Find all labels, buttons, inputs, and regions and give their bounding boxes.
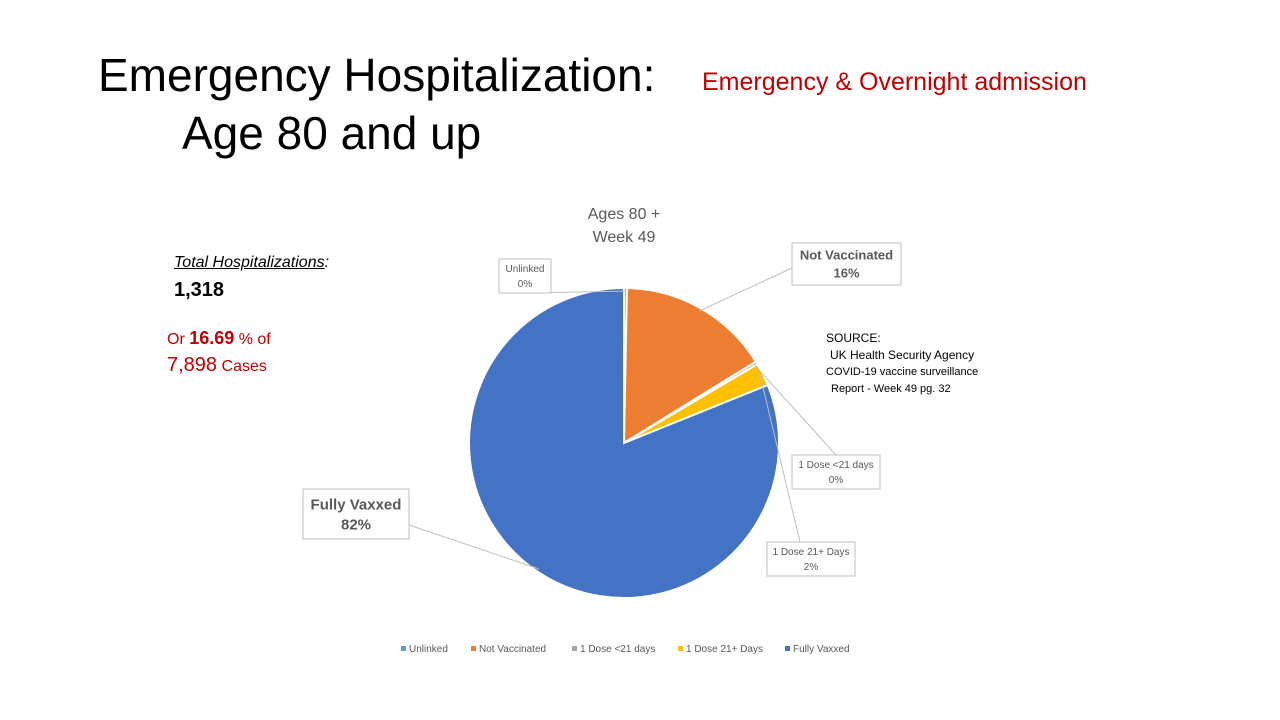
pct-value: 16.69 — [189, 328, 235, 348]
legend-label-unlinked: Unlinked — [409, 644, 448, 655]
legend-swatch-fully-vaxxed — [785, 646, 790, 651]
data-label-pct-not-vaccinated: 16% — [833, 266, 859, 281]
chart-title: Ages 80 + — [588, 206, 661, 223]
source-line3: COVID-19 vaccine surveillance — [826, 366, 979, 378]
pct-suffix: % of — [234, 331, 271, 348]
data-label-1-dose-21-days: 1 Dose <21 days — [798, 460, 873, 471]
data-label-box-1-dose-21-days — [766, 541, 856, 577]
leader-line-1-dose-21-days — [759, 375, 801, 543]
data-label-box-1-dose-21-days — [791, 454, 881, 490]
data-label-box-fully-vaxxed — [302, 488, 410, 540]
page-subtitle: Emergency & Overnight admission — [702, 68, 1087, 96]
legend-swatch-not-vaccinated — [471, 646, 476, 651]
data-label-box-not-vaccinated — [791, 242, 902, 286]
data-label-box-unlinked — [498, 258, 552, 294]
cases-count: 7,898 Cases — [167, 354, 267, 377]
total-hospitalizations-label: Total Hospitalizations: — [174, 254, 329, 272]
data-label-pct-1-dose-21-days: 0% — [829, 475, 844, 486]
leader-line-1-dose-21-days — [753, 364, 837, 456]
pie-slice-not-vaccinated — [622, 287, 758, 445]
page-title-line1: Emergency Hospitalization: — [98, 49, 656, 101]
legend-label-1-dose-21-days: 1 Dose 21+ Days — [686, 644, 763, 655]
legend-label-1-dose-21-days: 1 Dose <21 days — [580, 644, 655, 655]
data-label-fully-vaxxed: Fully Vaxxed — [311, 496, 402, 513]
cases-suffix: Cases — [217, 358, 267, 375]
legend-swatch-unlinked — [401, 646, 406, 651]
legend-swatch-1-dose-21-days — [678, 646, 683, 651]
chart-subtitle: Week 49 — [593, 229, 656, 246]
leader-line-not-vaccinated — [699, 267, 793, 312]
pie-slice-fully-vaxxed — [468, 286, 780, 599]
data-label-pct-fully-vaxxed: 82% — [341, 516, 371, 533]
total-hospitalizations-value: 1,318 — [174, 279, 225, 301]
total-label-text: Total Hospitalizations — [174, 254, 325, 271]
legend-label-fully-vaxxed: Fully Vaxxed — [793, 644, 850, 655]
legend-swatch-1-dose-21-days — [572, 646, 577, 651]
source-note: SOURCE: UK Health Security Agency COVID-… — [826, 330, 978, 398]
total-label-colon: : — [324, 254, 330, 271]
data-label-pct-unlinked: 0% — [518, 279, 533, 290]
page-title-line2: Age 80 and up — [182, 107, 482, 159]
cases-value: 7,898 — [167, 354, 218, 376]
data-label-unlinked: Unlinked — [506, 264, 545, 275]
data-label-not-vaccinated: Not Vaccinated — [800, 248, 893, 263]
percent-of-cases: Or 16.69 % of — [167, 328, 271, 349]
legend-label-not-vaccinated: Not Vaccinated — [479, 644, 546, 655]
source-line2: UK Health Security Agency — [830, 348, 975, 362]
leader-line-fully-vaxxed — [408, 524, 540, 570]
data-label-pct-1-dose-21-days: 2% — [804, 562, 819, 573]
source-line4: Report - Week 49 pg. 32 — [831, 383, 951, 395]
pct-prefix: Or — [167, 331, 190, 348]
source-line1: SOURCE: — [826, 331, 881, 345]
data-label-1-dose-21-days: 1 Dose 21+ Days — [773, 547, 850, 558]
